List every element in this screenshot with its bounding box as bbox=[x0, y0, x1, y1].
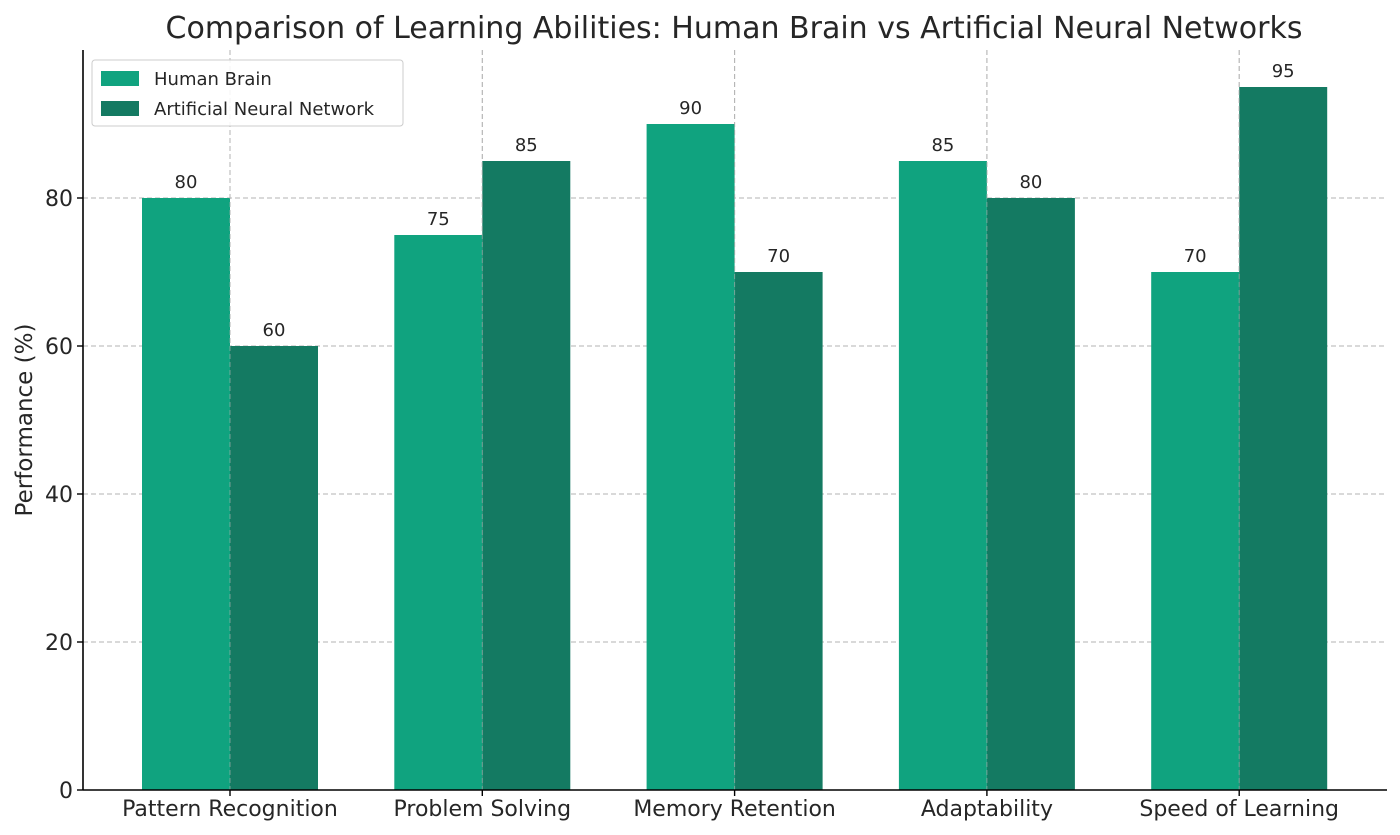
legend-label: Human Brain bbox=[154, 69, 272, 90]
chart-title: Comparison of Learning Abilities: Human … bbox=[166, 11, 1303, 46]
bar-value-labels: 80 75 90 85 70 60 85 70 80 95 bbox=[175, 61, 1295, 341]
bar-value-label: 80 bbox=[1019, 172, 1042, 193]
bar bbox=[734, 272, 823, 790]
y-tick-label: 60 bbox=[45, 335, 73, 360]
bar bbox=[1239, 87, 1328, 790]
bar bbox=[1151, 272, 1240, 790]
bar bbox=[230, 346, 318, 790]
bar-value-label: 60 bbox=[263, 320, 286, 341]
y-tick-label: 40 bbox=[45, 483, 73, 508]
legend: Human Brain Artificial Neural Network bbox=[91, 59, 404, 127]
y-tick-label: 20 bbox=[45, 631, 73, 656]
legend-swatch bbox=[101, 101, 139, 116]
legend-frame bbox=[91, 59, 404, 127]
x-tick-label: Memory Retention bbox=[633, 797, 836, 822]
y-axis-label: Performance (%) bbox=[12, 324, 38, 517]
bar-value-label: 70 bbox=[767, 246, 790, 267]
legend-label: Artificial Neural Network bbox=[154, 99, 375, 120]
bar-value-label: 85 bbox=[931, 135, 954, 156]
bar bbox=[898, 161, 987, 790]
bar-value-label: 85 bbox=[515, 135, 538, 156]
x-tick-label: Adaptability bbox=[921, 797, 1053, 822]
x-tick-label: Pattern Recognition bbox=[122, 797, 338, 822]
bars bbox=[142, 50, 1328, 790]
bar bbox=[482, 161, 571, 790]
bar bbox=[142, 198, 230, 790]
axes: 0 20 40 60 80 Pattern Recognition Problem Solv… bbox=[45, 50, 1387, 822]
x-tick-label: Problem Solving bbox=[394, 797, 572, 822]
bar bbox=[394, 235, 483, 790]
y-tick-label: 80 bbox=[45, 187, 73, 212]
bar bbox=[646, 124, 735, 790]
bar-value-label: 75 bbox=[427, 209, 450, 230]
bar-value-label: 80 bbox=[175, 172, 198, 193]
bar-value-label: 90 bbox=[679, 98, 702, 119]
bar bbox=[986, 198, 1075, 790]
legend-swatch bbox=[101, 71, 139, 86]
y-tick-label: 0 bbox=[59, 779, 73, 804]
x-tick-label: Speed of Learning bbox=[1139, 797, 1339, 822]
bar-value-label: 70 bbox=[1184, 246, 1207, 267]
bar-value-label: 95 bbox=[1272, 61, 1295, 82]
